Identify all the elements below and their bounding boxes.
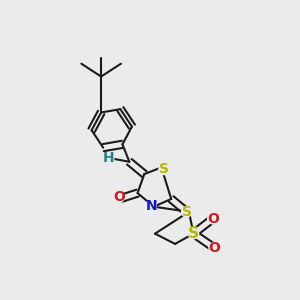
Text: S: S bbox=[159, 163, 169, 176]
Text: N: N bbox=[146, 199, 157, 213]
Circle shape bbox=[188, 229, 199, 239]
Text: O: O bbox=[207, 212, 219, 226]
Circle shape bbox=[159, 164, 169, 175]
Circle shape bbox=[209, 243, 219, 253]
Text: O: O bbox=[113, 190, 125, 204]
Text: S: S bbox=[188, 226, 199, 241]
Circle shape bbox=[146, 200, 156, 211]
Circle shape bbox=[104, 153, 114, 163]
Text: S: S bbox=[182, 205, 192, 219]
Text: H: H bbox=[103, 151, 115, 165]
Circle shape bbox=[182, 207, 192, 217]
Text: O: O bbox=[208, 241, 220, 255]
Circle shape bbox=[114, 192, 124, 202]
Circle shape bbox=[208, 214, 218, 224]
